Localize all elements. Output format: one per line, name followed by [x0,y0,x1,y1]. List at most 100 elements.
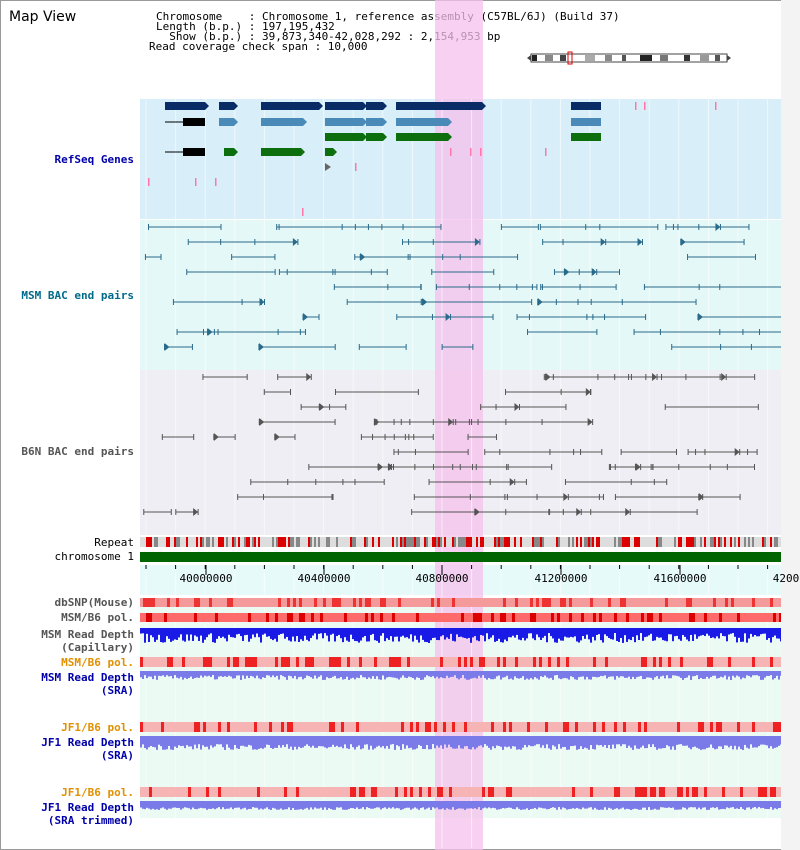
heat-cell [317,613,320,622]
heat-cell [395,657,398,667]
depth-bar [518,628,520,640]
heat-cell [248,787,251,797]
depth-bar [190,736,192,747]
heat-cell [569,787,572,797]
depth-bar [268,736,270,745]
depth-bar [264,736,266,748]
depth-bar [208,628,210,635]
depth-bar [270,671,272,678]
heat-cell [749,787,752,797]
depth-bar [314,801,316,808]
heat-cell [563,787,566,797]
depth-bar [282,736,284,746]
depth-bar [664,671,666,679]
depth-bar [522,628,524,638]
heat-cell [191,598,194,607]
repeat-mark [526,537,528,547]
heat-cell [152,722,155,732]
heat-cell [689,657,692,667]
info-coverage-span: Read coverage check span : 10,000 [149,40,368,53]
track-label-refseq[interactable]: RefSeq Genes [54,153,134,166]
track-label-jf1-pol-trimmed[interactable]: JF1/B6 pol. [61,786,134,799]
depth-bar [236,628,238,635]
heat-cell [527,613,530,622]
heat-cell [731,787,734,797]
heat-cell [410,598,413,607]
gene-direction-arrow [383,133,387,141]
track-label-b6n-bac[interactable]: B6N BAC end pairs [21,445,134,458]
heat-cell [545,787,548,797]
track-label-jf1-pol[interactable]: JF1/B6 pol. [61,721,134,734]
depth-bar [284,736,286,748]
repeat-mark [342,537,344,547]
depth-bar [668,736,670,747]
depth-bar [470,628,472,643]
repeat-mark [256,537,258,547]
heat-cell [200,787,203,797]
depth-bar [384,801,386,808]
depth-bar [538,628,540,638]
track-label-dbsnp[interactable]: dbSNP(Mouse) [54,596,134,609]
repeat-mark [746,537,748,547]
depth-bar [580,801,582,810]
track-label-msm-pol-sra[interactable]: MSM/B6 pol. [61,656,134,669]
heat-cell [497,613,500,622]
repeat-mark [734,537,736,547]
track-label-msm-pol[interactable]: MSM/B6 pol. [61,611,134,624]
depth-bar [562,628,564,641]
heat-cell [251,657,254,667]
heat-cell [440,787,443,797]
heat-cell [749,598,752,607]
depth-bar [720,628,722,634]
depth-bar [322,801,324,810]
heat-cell [671,613,674,622]
depth-bar [500,628,502,643]
chromosome-bar [140,552,781,562]
heat-cell [230,613,233,622]
depth-bar [264,628,266,634]
heat-cell [350,722,353,732]
depth-bar [534,628,536,641]
depth-bar [374,736,376,749]
track-label-msm-bac[interactable]: MSM BAC end pairs [21,289,134,302]
ideogram-band [545,55,553,61]
depth-bar [420,628,422,636]
depth-bar [178,736,180,746]
track-label-msm-depth-capillary[interactable]: MSM Read Depth [41,628,134,641]
heat-cell [290,598,293,607]
depth-bar [168,628,170,639]
heat-cell [383,598,386,607]
repeat-mark [512,537,514,547]
depth-bar [458,801,460,809]
heat-cell [656,613,659,622]
depth-bar [182,801,184,809]
heat-cell [476,657,479,667]
track-label-msm-depth-sra[interactable]: MSM Read Depth [41,671,134,684]
depth-bar [416,736,418,749]
heat-cell [224,613,227,622]
repeat-mark [284,537,286,547]
track-label-jf1-trimmed[interactable]: JF1 Read Depth [41,801,134,814]
gene-feature [219,102,234,110]
depth-bar [604,801,606,808]
heat-cell [272,722,275,732]
depth-bar [738,628,740,638]
heat-cell [698,657,701,667]
heat-cell [554,657,557,667]
heat-cell [599,613,602,622]
repeat-mark [700,537,702,547]
heat-cell [599,722,602,732]
heat-cell [575,787,578,797]
depth-bar [354,671,356,680]
heat-cell [542,722,545,732]
track-label-jf1-depth[interactable]: JF1 Read Depth [41,736,134,749]
heat-cell [401,722,404,732]
heat-cell [596,722,599,732]
b6n-bac-arrow [259,418,265,426]
depth-bar [256,671,258,676]
heat-cell [647,613,650,622]
heat-cell [260,787,263,797]
heat-cell [194,613,197,622]
heat-cell [314,598,317,607]
